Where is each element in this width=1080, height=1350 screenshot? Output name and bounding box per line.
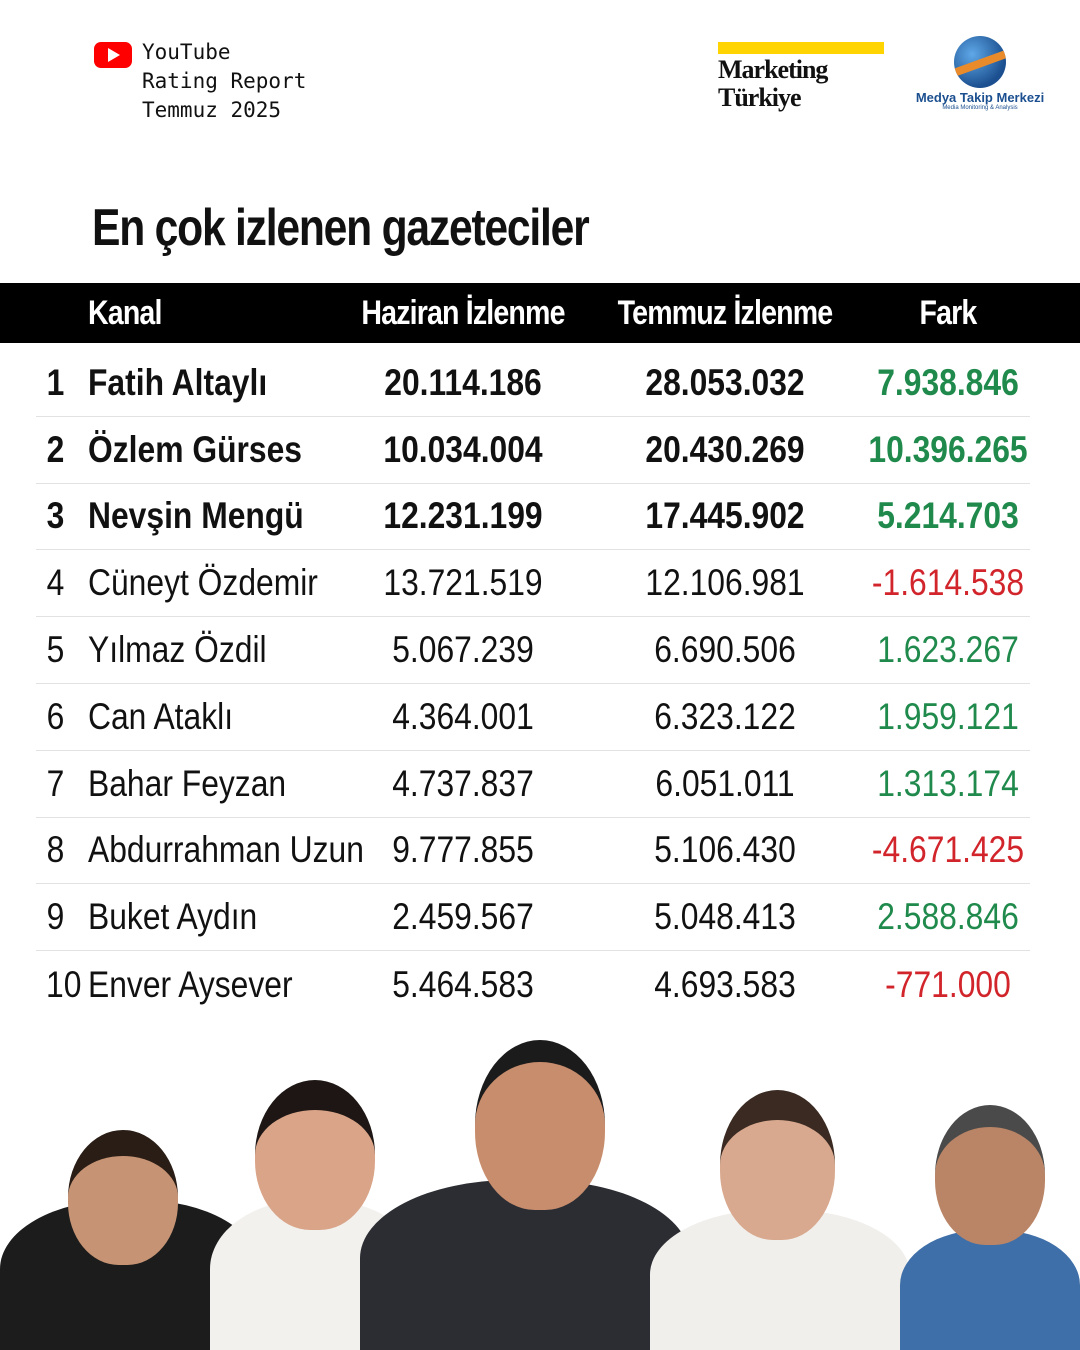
haziran-cell: 10.034.004 (383, 428, 543, 470)
marketing-turkiye-logo: Marketing Türkiye (718, 42, 884, 112)
globe-icon (954, 36, 1006, 88)
rank-cell: 7 (46, 762, 65, 804)
name-cell: Buket Aydın (88, 896, 258, 938)
logo-word-2: Türkiye (718, 83, 802, 112)
haziran-cell: 5.464.583 (392, 963, 534, 1005)
fark-cell: 5.214.703 (877, 495, 1019, 537)
haziran-cell: 5.067.239 (392, 629, 534, 671)
medya-takip-merkezi-logo: Medya Takip Merkezi Media Monitoring & A… (910, 36, 1050, 111)
temmuz-cell: 6.323.122 (654, 695, 796, 737)
temmuz-cell: 6.690.506 (654, 629, 796, 671)
portrait-3 (360, 1040, 690, 1350)
portrait-5 (900, 1085, 1080, 1350)
rank-cell: 10 (46, 963, 82, 1005)
header-kanal: Kanal (88, 294, 162, 332)
haziran-cell: 9.777.855 (392, 829, 534, 871)
table-row: 2 Özlem Gürses 10.034.004 20.430.269 10.396.… (36, 417, 1030, 484)
haziran-cell: 4.364.001 (392, 695, 534, 737)
fark-cell: -771.000 (885, 963, 1011, 1005)
haziran-cell: 2.459.567 (392, 896, 534, 938)
temmuz-cell: 4.693.583 (654, 963, 796, 1005)
temmuz-cell: 5.048.413 (654, 896, 796, 938)
name-cell: Bahar Feyzan (88, 762, 287, 804)
name-cell: Fatih Altaylı (88, 361, 268, 403)
logo-yellow-bar (718, 42, 884, 54)
haziran-cell: 4.737.837 (392, 762, 534, 804)
table-header: Kanal Haziran İzlenme Temmuz İzlenme Far… (0, 283, 1080, 343)
header-fark: Fark (919, 294, 978, 332)
rank-cell: 4 (46, 562, 65, 604)
name-cell: Cüneyt Özdemir (88, 562, 318, 604)
brand-line-1: YouTube (142, 40, 231, 64)
rank-cell: 8 (46, 829, 65, 871)
report-branding: YouTube Rating Report Temmuz 2025 (94, 38, 306, 125)
name-cell: Yılmaz Özdil (88, 629, 267, 671)
rank-cell: 6 (46, 695, 65, 737)
name-cell: Nevşin Mengü (88, 495, 304, 537)
haziran-cell: 20.114.186 (384, 361, 542, 403)
temmuz-cell: 12.106.981 (645, 562, 805, 604)
fark-cell: -4.671.425 (871, 829, 1025, 871)
name-cell: Enver Aysever (88, 963, 293, 1005)
table-row: 6 Can Ataklı 4.364.001 6.323.122 1.959.121 (36, 684, 1030, 751)
report-label: YouTube Rating Report Temmuz 2025 (142, 38, 306, 125)
portrait-4 (650, 1070, 910, 1350)
table-row: 7 Bahar Feyzan 4.737.837 6.051.011 1.313.174 (36, 751, 1030, 818)
temmuz-cell: 17.445.902 (645, 495, 805, 537)
fark-cell: 1.959.121 (877, 695, 1019, 737)
fark-cell: 2.588.846 (877, 896, 1019, 938)
fark-cell: -1.614.538 (871, 562, 1025, 604)
table-row: 1 Fatih Altaylı 20.114.186 28.053.032 7.938.… (36, 350, 1030, 417)
header-temmuz: Temmuz İzlenme (617, 294, 833, 332)
logo-word-1: Marketing (718, 55, 828, 84)
brand-line-3: Temmuz 2025 (142, 98, 282, 122)
name-cell: Abdurrahman Uzun (88, 829, 364, 871)
table-row: 3 Nevşin Mengü 12.231.199 17.445.902 5.214.7… (36, 484, 1030, 551)
ranking-table: 1 Fatih Altaylı 20.114.186 28.053.032 7.938.… (36, 350, 1030, 1018)
fark-cell: 1.313.174 (877, 762, 1019, 804)
fark-cell: 10.396.265 (868, 428, 1028, 470)
table-row: 5 Yılmaz Özdil 5.067.239 6.690.506 1.623.267 (36, 617, 1030, 684)
rank-cell: 2 (46, 428, 65, 470)
rank-cell: 3 (46, 495, 65, 537)
journalist-photos (0, 1040, 1080, 1350)
youtube-icon (94, 42, 132, 68)
temmuz-cell: 6.051.011 (655, 762, 795, 804)
table-row: 10 Enver Aysever 5.464.583 4.693.583 -771.00… (36, 951, 1030, 1018)
table-row: 8 Abdurrahman Uzun 9.777.855 5.106.430 -4.67… (36, 818, 1030, 885)
name-cell: Can Ataklı (88, 695, 234, 737)
temmuz-cell: 28.053.032 (645, 361, 805, 403)
rank-cell: 9 (46, 896, 65, 938)
mtm-subtitle: Media Monitoring & Analysis (942, 105, 1018, 111)
rank-cell: 5 (46, 629, 65, 671)
rank-cell: 1 (46, 361, 65, 403)
table-row: 4 Cüneyt Özdemir 13.721.519 12.106.981 -1.61… (36, 550, 1030, 618)
fark-cell: 1.623.267 (877, 629, 1019, 671)
page-title: En çok izlenen gazeteciler (92, 199, 590, 257)
header-haziran: Haziran İzlenme (361, 294, 565, 332)
temmuz-cell: 5.106.430 (654, 829, 796, 871)
mtm-name: Medya Takip Merkezi (915, 90, 1045, 105)
name-cell: Özlem Gürses (88, 428, 303, 470)
haziran-cell: 13.721.519 (383, 562, 543, 604)
fark-cell: 7.938.846 (877, 361, 1019, 403)
table-row: 9 Buket Aydın 2.459.567 5.048.413 2.588.846 (36, 884, 1030, 952)
haziran-cell: 12.231.199 (383, 495, 543, 537)
temmuz-cell: 20.430.269 (645, 428, 805, 470)
brand-line-2: Rating Report (142, 69, 307, 93)
